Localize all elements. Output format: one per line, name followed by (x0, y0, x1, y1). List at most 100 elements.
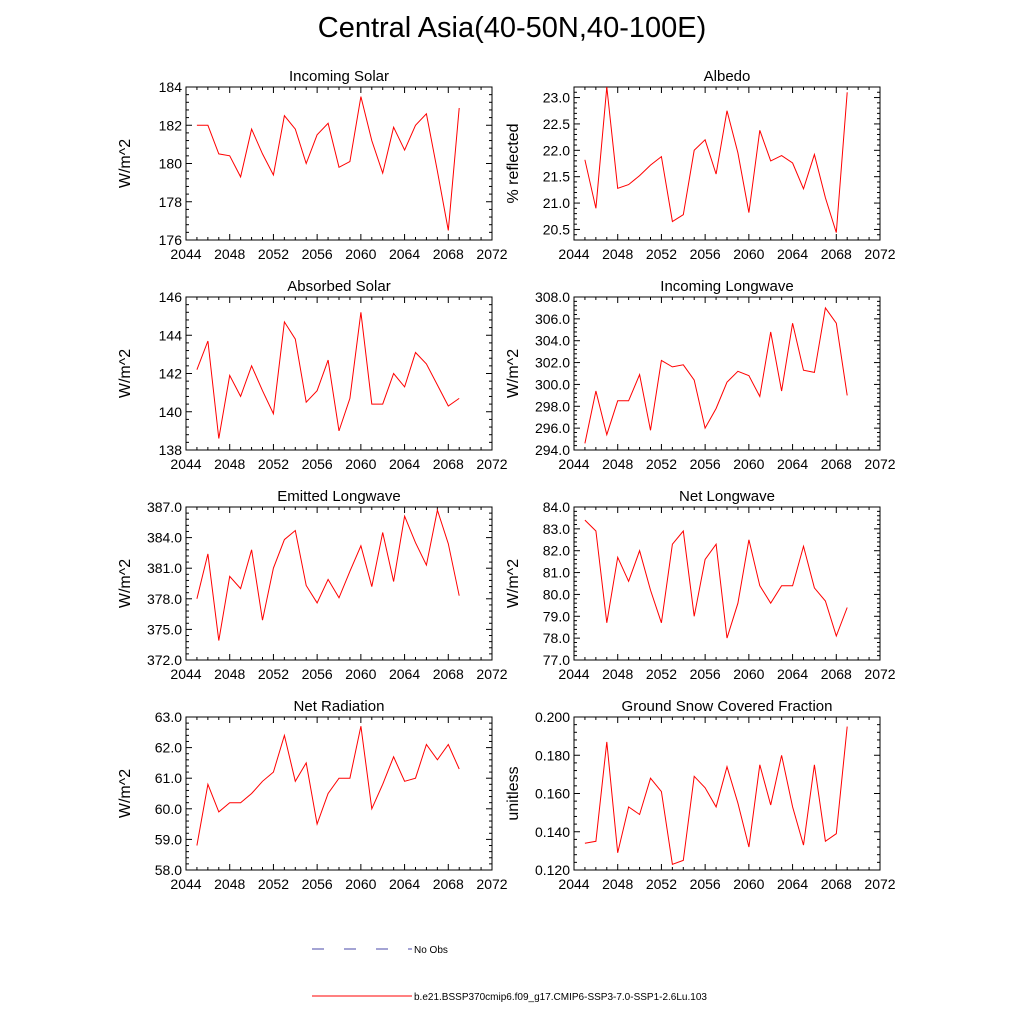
series-line (584, 726, 848, 865)
x-tick-label: 2048 (602, 456, 633, 472)
x-tick-label: 2068 (821, 246, 852, 262)
y-tick-label: 146 (159, 289, 183, 305)
panels-group: Incoming Solar W/m^2 2044 2048 2052 2056 2060 2… (117, 68, 896, 892)
x-tick-label: 2048 (214, 666, 245, 682)
y-tick-label: 302.0 (535, 355, 570, 371)
panel-title: Net Longwave (679, 488, 775, 505)
x-tick-label: 2072 (864, 876, 895, 892)
x-tick-label: 2068 (433, 246, 464, 262)
y-axis-label: W/m^2 (505, 559, 522, 608)
y-tick-label: 83.0 (543, 521, 570, 537)
y-axis-label: W/m^2 (117, 559, 134, 608)
panel-title: Incoming Solar (289, 68, 389, 85)
panel-albedo: Albedo % reflected 2044 2048 2052 2056 2060 206… (505, 68, 896, 262)
panel-incoming-solar: Incoming Solar W/m^2 2044 2048 2052 2056 2060 2… (117, 68, 508, 262)
y-tick-label: 140 (159, 404, 183, 420)
y-axis-label: W/m^2 (117, 139, 134, 188)
panel-net-longwave: Net Longwave W/m^2 2044 2048 2052 2056 2060 206… (505, 488, 896, 682)
y-tick-label: 23.0 (543, 90, 570, 106)
legend-model-label: b.e21.BSSP370cmip6.f09_g17.CMIP6-SSP3-7.… (414, 992, 707, 1003)
panel-title: Absorbed Solar (287, 278, 390, 295)
x-tick-label: 2072 (864, 666, 895, 682)
x-tick-label: 2052 (646, 246, 677, 262)
x-tick-label: 2060 (733, 666, 764, 682)
y-tick-label: 372.0 (147, 652, 182, 668)
x-tick-label: 2048 (214, 456, 245, 472)
x-tick-label: 2064 (777, 456, 808, 472)
y-tick-label: 0.200 (535, 709, 570, 725)
x-tick-label: 2072 (476, 456, 507, 472)
panel-ground-snow-covered-fraction: Ground Snow Covered Fraction unitless 2044… (505, 698, 896, 892)
x-tick-label: 2052 (258, 876, 289, 892)
plot-frame (185, 506, 493, 661)
legend-obs-label: No Obs (414, 945, 448, 956)
y-tick-label: 58.0 (155, 862, 182, 878)
x-tick-label: 2060 (345, 666, 376, 682)
x-tick-label: 2052 (646, 666, 677, 682)
x-tick-label: 2044 (558, 246, 589, 262)
y-tick-label: 22.5 (543, 116, 570, 132)
x-tick-label: 2056 (302, 246, 333, 262)
plot-frame (185, 716, 493, 871)
x-tick-label: 2060 (345, 876, 376, 892)
panel-incoming-longwave: Incoming Longwave W/m^2 2044 2048 2052 2056 20… (505, 278, 896, 472)
y-tick-label: 0.120 (535, 862, 570, 878)
x-tick-label: 2056 (690, 456, 721, 472)
x-tick-label: 2056 (690, 666, 721, 682)
panel-title: Emitted Longwave (277, 488, 400, 505)
x-tick-label: 2072 (476, 246, 507, 262)
y-tick-label: 78.0 (543, 630, 570, 646)
y-tick-label: 77.0 (543, 652, 570, 668)
y-tick-label: 304.0 (535, 333, 570, 349)
y-tick-label: 184 (159, 79, 183, 95)
x-tick-label: 2056 (690, 246, 721, 262)
y-tick-label: 62.0 (155, 740, 182, 756)
legend: No Obs b.e21.BSSP370cmip6.f09_g17.CMIP6-… (312, 945, 707, 1003)
x-tick-label: 2060 (345, 246, 376, 262)
x-tick-label: 2044 (170, 666, 201, 682)
y-tick-label: 387.0 (147, 499, 182, 515)
x-tick-label: 2048 (602, 876, 633, 892)
y-tick-label: 180 (159, 156, 183, 172)
x-tick-label: 2056 (302, 456, 333, 472)
y-tick-label: 306.0 (535, 311, 570, 327)
x-tick-label: 2052 (646, 456, 677, 472)
series-line (584, 519, 848, 639)
x-tick-label: 2072 (476, 666, 507, 682)
x-tick-label: 2060 (345, 456, 376, 472)
y-tick-label: 21.5 (543, 169, 570, 185)
y-tick-label: 176 (159, 232, 183, 248)
panel-title: Ground Snow Covered Fraction (622, 698, 833, 715)
y-tick-label: 61.0 (155, 770, 182, 786)
plot-frame (573, 86, 881, 241)
x-tick-label: 2072 (476, 876, 507, 892)
x-tick-label: 2064 (389, 666, 420, 682)
panel-emitted-longwave: Emitted Longwave W/m^2 2044 2048 2052 2056 206… (117, 488, 508, 682)
x-tick-label: 2068 (821, 456, 852, 472)
x-tick-label: 2056 (302, 876, 333, 892)
panel-title: Net Radiation (294, 698, 385, 715)
y-tick-label: 21.0 (543, 195, 570, 211)
x-tick-label: 2056 (690, 876, 721, 892)
y-tick-label: 79.0 (543, 608, 570, 624)
y-tick-label: 144 (159, 327, 183, 343)
y-tick-label: 182 (159, 117, 183, 133)
x-tick-label: 2048 (214, 876, 245, 892)
x-tick-label: 2044 (170, 246, 201, 262)
series-line (196, 508, 460, 641)
x-tick-label: 2052 (258, 456, 289, 472)
panel-net-radiation: Net Radiation W/m^2 2044 2048 2052 2056 2060 20… (117, 698, 508, 892)
x-tick-label: 2056 (302, 666, 333, 682)
x-tick-label: 2068 (821, 666, 852, 682)
y-tick-label: 20.5 (543, 221, 570, 237)
y-tick-label: 298.0 (535, 398, 570, 414)
x-tick-label: 2044 (170, 456, 201, 472)
y-tick-label: 59.0 (155, 831, 182, 847)
y-tick-label: 138 (159, 442, 183, 458)
x-tick-label: 2048 (214, 246, 245, 262)
x-tick-label: 2064 (777, 876, 808, 892)
x-tick-label: 2044 (558, 456, 589, 472)
x-tick-label: 2068 (821, 876, 852, 892)
y-axis-label: W/m^2 (505, 349, 522, 398)
